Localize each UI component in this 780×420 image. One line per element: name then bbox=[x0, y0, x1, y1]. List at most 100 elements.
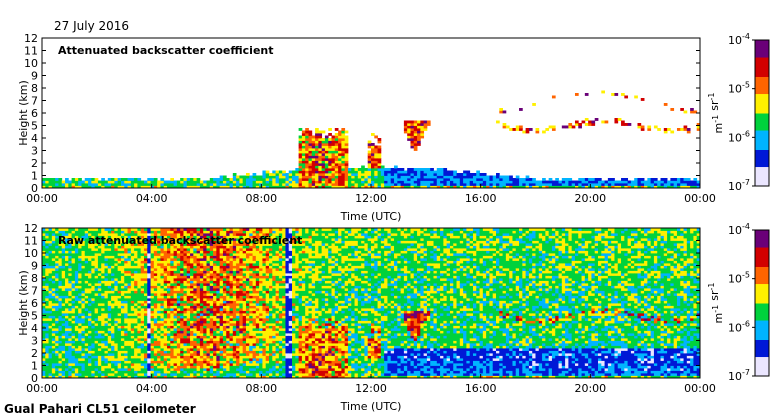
heatmap-cell bbox=[58, 375, 63, 379]
heatmap-cell bbox=[420, 170, 425, 174]
heatmap-cell bbox=[153, 348, 158, 351]
heatmap-cell bbox=[367, 175, 372, 179]
heatmap-cell bbox=[55, 303, 59, 306]
heatmap-cell bbox=[410, 170, 415, 174]
heatmap-cell bbox=[199, 318, 204, 321]
heatmap-cell bbox=[308, 163, 313, 166]
heatmap-cell bbox=[203, 183, 207, 186]
heatmap-cell bbox=[298, 135, 303, 139]
heatmap-cell bbox=[111, 313, 115, 316]
heatmap-cell bbox=[331, 143, 336, 146]
heatmap-cell bbox=[61, 360, 66, 364]
heatmap-cell bbox=[74, 253, 79, 256]
heatmap-cell bbox=[71, 353, 76, 356]
heatmap-cell bbox=[673, 180, 678, 184]
heatmap-cell bbox=[417, 168, 421, 171]
heatmap-cell bbox=[308, 138, 313, 141]
heatmap-cell bbox=[361, 180, 365, 184]
heatmap-cell bbox=[91, 335, 96, 339]
heatmap-cell bbox=[153, 265, 158, 269]
heatmap-cell bbox=[147, 298, 151, 301]
heatmap-cell bbox=[384, 173, 388, 176]
heatmap-cell bbox=[111, 255, 115, 259]
heatmap-cell bbox=[74, 298, 79, 301]
heatmap-cell bbox=[374, 135, 378, 139]
heatmap-cell bbox=[413, 133, 418, 136]
heatmap-cell bbox=[167, 273, 171, 276]
heatmap-cell bbox=[690, 180, 694, 184]
heatmap-cell bbox=[48, 315, 53, 319]
heatmap-cell bbox=[199, 278, 204, 281]
heatmap-cell bbox=[58, 305, 63, 309]
heatmap-cell bbox=[97, 370, 102, 374]
heatmap-cell bbox=[479, 178, 484, 181]
heatmap-cell bbox=[193, 260, 198, 264]
heatmap-cell bbox=[150, 245, 155, 249]
heatmap-cell bbox=[55, 315, 59, 319]
heatmap-cell bbox=[71, 368, 76, 371]
heatmap-cell bbox=[104, 333, 109, 336]
heatmap-cell bbox=[351, 175, 355, 179]
heatmap-cell bbox=[140, 365, 145, 369]
heatmap-cell bbox=[245, 185, 250, 189]
heatmap-cell bbox=[143, 253, 148, 256]
heatmap-cell bbox=[150, 303, 155, 306]
heatmap-cell bbox=[206, 258, 211, 261]
heatmap-cell bbox=[88, 245, 92, 249]
heatmap-cell bbox=[147, 350, 151, 354]
heatmap-cell bbox=[58, 313, 63, 316]
heatmap-cell bbox=[74, 343, 79, 346]
heatmap-cell bbox=[522, 180, 527, 184]
heatmap-cell bbox=[259, 178, 263, 181]
heatmap-cell bbox=[338, 183, 342, 186]
heatmap-cell bbox=[213, 310, 217, 314]
heatmap-cell bbox=[499, 185, 503, 189]
heatmap-cell bbox=[180, 320, 184, 324]
heatmap-cell bbox=[226, 298, 230, 301]
heatmap-cell bbox=[111, 260, 115, 264]
heatmap-cell bbox=[203, 275, 207, 279]
heatmap-cell bbox=[183, 335, 188, 339]
heatmap-cell bbox=[147, 355, 151, 359]
heatmap-cell bbox=[147, 360, 151, 364]
heatmap-cell bbox=[173, 365, 178, 369]
heatmap-cell bbox=[127, 178, 132, 181]
heatmap-cell bbox=[338, 145, 342, 149]
heatmap-cell bbox=[532, 103, 536, 106]
heatmap-cell bbox=[315, 183, 319, 186]
heatmap-cell bbox=[209, 253, 214, 256]
heatmap-cell bbox=[120, 275, 125, 279]
heatmap-cell bbox=[186, 298, 191, 301]
heatmap-cell bbox=[150, 358, 155, 361]
heatmap-cell bbox=[561, 180, 566, 184]
heatmap-cell bbox=[347, 173, 352, 176]
heatmap-cell bbox=[170, 365, 174, 369]
heatmap-cell bbox=[183, 375, 188, 379]
heatmap-cell bbox=[117, 240, 122, 244]
heatmap-cell bbox=[61, 235, 66, 239]
heatmap-cell bbox=[219, 370, 224, 374]
heatmap-cell bbox=[637, 180, 642, 184]
heatmap-cell bbox=[160, 180, 165, 184]
heatmap-cell bbox=[367, 158, 372, 161]
heatmap-cell bbox=[91, 305, 96, 309]
heatmap-cell bbox=[167, 323, 171, 326]
heatmap-cell bbox=[55, 180, 59, 184]
heatmap-cell bbox=[213, 303, 217, 306]
heatmap-cell bbox=[71, 320, 76, 324]
heatmap-cell bbox=[117, 233, 122, 236]
heatmap-cell bbox=[588, 120, 592, 124]
heatmap-cell bbox=[311, 158, 316, 161]
heatmap-cell bbox=[107, 263, 112, 266]
heatmap-cell bbox=[150, 273, 155, 276]
heatmap-cell bbox=[74, 323, 79, 326]
heatmap-cell bbox=[170, 293, 174, 296]
heatmap-cell bbox=[180, 335, 184, 339]
heatmap-cell bbox=[150, 228, 155, 231]
heatmap-cell bbox=[58, 303, 63, 306]
heatmap-cell bbox=[311, 165, 316, 169]
heatmap-cell bbox=[236, 180, 240, 184]
heatmap-cell bbox=[213, 265, 217, 269]
heatmap-cell bbox=[170, 375, 174, 379]
heatmap-cell bbox=[624, 95, 629, 99]
